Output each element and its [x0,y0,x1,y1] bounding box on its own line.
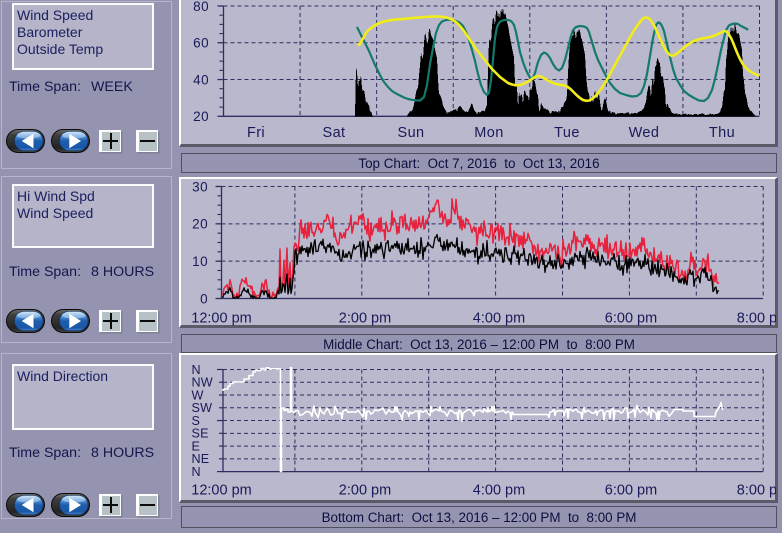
svg-text:0: 0 [200,291,208,306]
svg-text:30: 30 [192,179,208,194]
svg-text:Mon: Mon [474,125,503,141]
svg-text:8:00 pm: 8:00 pm [737,483,782,499]
svg-text:Fri: Fri [247,125,265,141]
svg-text:SW: SW [192,401,213,415]
svg-text:80: 80 [193,0,209,14]
svg-text:N: N [192,363,201,377]
svg-text:4:00 pm: 4:00 pm [473,483,525,499]
svg-text:6:00 pm: 6:00 pm [605,311,657,327]
svg-text:2:00 pm: 2:00 pm [339,311,391,327]
svg-text:40: 40 [193,72,209,87]
svg-text:Thu: Thu [709,125,735,141]
svg-text:20: 20 [193,109,209,124]
svg-text:8:00 pm: 8:00 pm [737,311,782,327]
svg-text:12:00 pm: 12:00 pm [191,483,251,499]
svg-text:E: E [192,439,201,453]
svg-text:12:00 pm: 12:00 pm [191,311,251,327]
svg-text:20: 20 [192,217,208,232]
svg-text:S: S [192,414,201,428]
svg-text:60: 60 [193,36,209,51]
svg-text:Tue: Tue [554,125,580,141]
svg-text:10: 10 [192,254,208,269]
svg-text:2:00 pm: 2:00 pm [339,483,391,499]
svg-text:NE: NE [192,452,210,466]
svg-text:N: N [192,465,201,479]
svg-text:NW: NW [192,376,213,390]
svg-text:Sun: Sun [398,125,425,141]
svg-text:SE: SE [192,427,209,441]
svg-text:W: W [192,388,204,402]
svg-text:6:00 pm: 6:00 pm [605,483,657,499]
svg-text:Sat: Sat [323,125,346,141]
svg-text:4:00 pm: 4:00 pm [473,311,525,327]
svg-text:Wed: Wed [629,125,660,141]
